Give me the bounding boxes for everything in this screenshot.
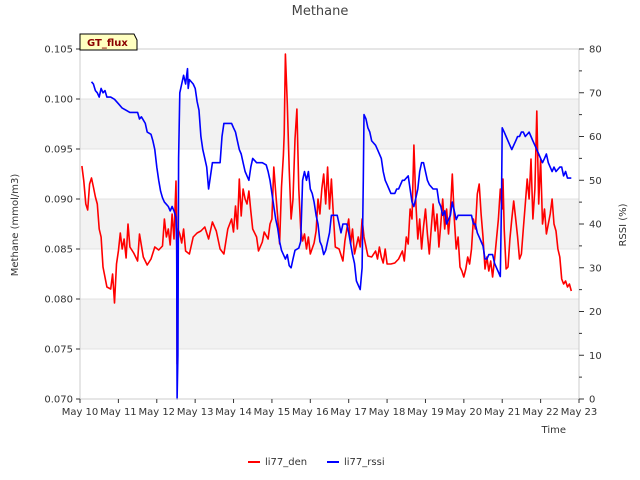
y-tick-label: 0.105 bbox=[44, 45, 73, 56]
series-layer bbox=[81, 53, 573, 400]
y-tick-label: 0.100 bbox=[44, 95, 73, 106]
y2-tick-label: 80 bbox=[589, 45, 602, 56]
y-axis-title: Methane (mmol/m3) bbox=[10, 174, 21, 277]
x-tick-label: May 21 bbox=[484, 407, 521, 418]
x-tick-label: May 14 bbox=[215, 407, 252, 418]
y-axis-right: 0 10 20 30 40 50 60 70 80 bbox=[579, 45, 602, 406]
x-tick-label: May 10 bbox=[62, 407, 99, 418]
chart-title: Methane bbox=[292, 4, 349, 19]
grid-band bbox=[80, 149, 579, 199]
x-axis: May 10 May 11 May 12 May 13 May 14 May 15 May … bbox=[62, 399, 598, 418]
y-tick-label: 0.085 bbox=[44, 245, 73, 256]
x-tick-label: May 17 bbox=[330, 407, 367, 418]
grid-band bbox=[80, 349, 579, 399]
y-tick-label: 0.075 bbox=[44, 345, 73, 356]
grid-band bbox=[80, 299, 579, 349]
x-axis-title: Time bbox=[541, 425, 566, 436]
x-tick-label: May 19 bbox=[407, 407, 444, 418]
x-tick-label: May 11 bbox=[100, 407, 137, 418]
x-tick-label: May 22 bbox=[522, 407, 559, 418]
x-tick-label: May 12 bbox=[138, 407, 175, 418]
legend-label-li77_rssi: li77_rssi bbox=[344, 457, 385, 468]
y2-tick-label: 40 bbox=[589, 220, 602, 231]
x-tick-label: May 20 bbox=[446, 407, 483, 418]
y2-tick-label: 50 bbox=[589, 176, 602, 187]
legend-label-li77_den: li77_den bbox=[265, 457, 307, 468]
site-label: GT_flux bbox=[87, 38, 128, 49]
y2-tick-label: 30 bbox=[589, 263, 602, 274]
site-label-box: GT_flux bbox=[79, 33, 138, 51]
y-axis-left: 0.070 0.075 0.080 0.085 0.090 0.095 0.100 0.105 bbox=[44, 45, 80, 406]
series-line-li77_rssi bbox=[90, 67, 572, 400]
y2-tick-label: 0 bbox=[589, 395, 595, 406]
legend: li77_den li77_rssi bbox=[248, 457, 385, 468]
y2-axis-title: RSSI (%) bbox=[618, 203, 629, 246]
y-tick-label: 0.095 bbox=[44, 145, 73, 156]
x-tick-label: May 15 bbox=[254, 407, 291, 418]
grid-band bbox=[80, 49, 579, 99]
y-tick-label: 0.090 bbox=[44, 195, 73, 206]
y2-tick-label: 20 bbox=[589, 307, 602, 318]
y-tick-label: 0.080 bbox=[44, 295, 73, 306]
x-tick-label: May 18 bbox=[369, 407, 406, 418]
y2-tick-label: 60 bbox=[589, 132, 602, 143]
x-tick-label: May 23 bbox=[561, 407, 598, 418]
y-tick-label: 0.070 bbox=[44, 395, 73, 406]
grid-band bbox=[80, 99, 579, 149]
y2-tick-label: 10 bbox=[589, 351, 602, 362]
y2-tick-label: 70 bbox=[589, 88, 602, 99]
x-tick-label: May 16 bbox=[292, 407, 329, 418]
grid-band bbox=[80, 249, 579, 299]
x-tick-label: May 13 bbox=[177, 407, 214, 418]
